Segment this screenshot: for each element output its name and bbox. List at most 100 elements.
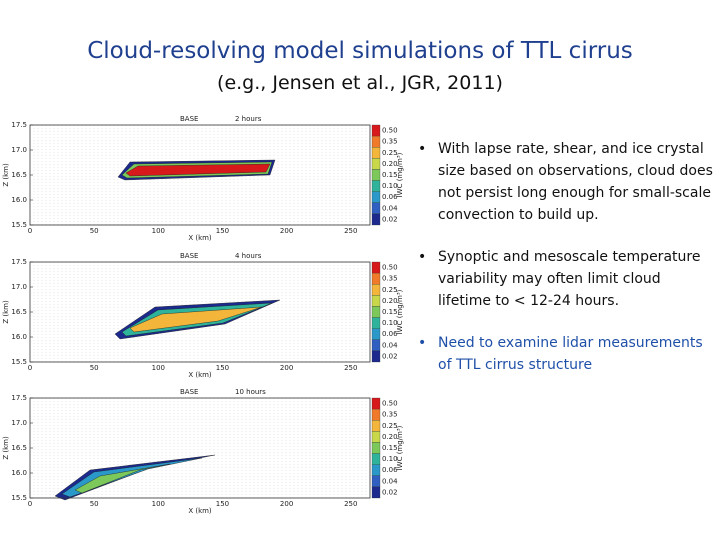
panel-label: BASE [180,252,198,260]
bullet: With lapse rate, shear, and ice crystal … [410,138,715,226]
y-tick-label: 15.5 [11,221,27,229]
colorbar-cell [371,306,381,318]
bullet: Need to examine lidar measurements of TT… [410,332,715,376]
y-axis-label: Z (km) [2,436,10,460]
colorbar-tick: 0.02 [382,215,398,223]
colorbar-cell [371,135,381,148]
x-axis-label: X (km) [188,234,212,242]
colorbar-label: IWC (mg/m³) [396,152,404,197]
cloud-contour [74,463,171,494]
colorbar-label: IWC (mg/m³) [396,425,404,470]
colorbar-cell [371,328,381,340]
colorbar-tick: 0.35 [382,275,398,283]
colorbar-tick: 0.04 [382,341,398,349]
x-tick-label: 250 [344,227,357,235]
colorbar-tick: 0.06 [382,330,398,338]
colorbar-cell [371,431,381,443]
colorbar-label: IWC (mg/m³) [396,289,404,334]
colorbar-tick: 0.20 [382,433,398,441]
colorbar-tick: 0.10 [382,319,398,327]
panel-label: BASE [180,115,198,123]
colorbar-cell [371,191,381,203]
colorbar-cell [371,295,381,307]
y-tick-label: 15.5 [11,358,27,366]
colorbar-cell [371,317,381,329]
colorbar-tick: 0.35 [382,138,398,146]
colorbar-tick: 0.15 [382,444,398,452]
colorbar-tick: 0.50 [382,400,398,408]
panel: BASE 4 hours 17.5 17.0 16.5 16.0 15.50 50 100 150… [2,252,404,379]
cloud-contour [129,306,263,333]
x-tick-label: 250 [344,500,357,508]
colorbar-cell [371,464,381,476]
x-tick-label: 0 [28,227,32,235]
x-tick-label: 100 [152,227,165,235]
colorbar-cell [371,272,381,285]
colorbar-cell [371,475,381,488]
colorbar-cell [371,486,381,499]
colorbar-tick: 0.06 [382,193,398,201]
colorbar-tick: 0.20 [382,297,398,305]
y-tick-label: 16.0 [11,333,27,341]
y-axis-label: Z (km) [2,300,10,324]
x-tick-label: 0 [28,500,32,508]
colorbar-tick: 0.02 [382,352,398,360]
colorbar-cell [371,408,381,421]
panel-label: BASE [180,388,198,396]
colorbar-cell [371,261,381,274]
colorbar-cell [371,180,381,192]
x-tick-label: 200 [280,364,293,372]
slide-title: Cloud-resolving model simulations of TTL… [87,38,633,64]
colorbar-cell [371,169,381,181]
y-tick-label: 16.5 [11,308,27,316]
x-tick-label: 50 [90,500,99,508]
x-tick-label: 0 [28,364,32,372]
panel: BASE 10 hours 17.5 17.0 16.5 16.0 15.50 50 100 15… [2,388,404,515]
panel-time: 10 hours [235,388,266,396]
panel-time: 2 hours [235,115,262,123]
colorbar-tick: 0.02 [382,488,398,496]
y-tick-label: 16.0 [11,196,27,204]
y-tick-label: 17.5 [11,258,27,266]
x-tick-label: 100 [152,500,165,508]
colorbar-cell [371,158,381,170]
colorbar-cell [371,442,381,454]
colorbar-cell [371,350,381,363]
y-tick-label: 17.0 [11,146,27,154]
colorbar-cell [371,213,381,226]
colorbar-tick: 0.15 [382,171,398,179]
y-tick-label: 17.5 [11,121,27,129]
colorbar-tick: 0.04 [382,204,398,212]
x-tick-label: 200 [280,500,293,508]
x-tick-label: 50 [90,364,99,372]
y-tick-label: 16.0 [11,469,27,477]
y-tick-label: 16.5 [11,444,27,452]
colorbar-cell [371,339,381,352]
colorbar-tick: 0.25 [382,149,398,157]
colorbar-cell [371,284,381,296]
x-tick-label: 150 [216,500,229,508]
x-tick-label: 250 [344,364,357,372]
bullet-list: With lapse rate, shear, and ice crystal … [410,138,715,396]
colorbar-tick: 0.10 [382,455,398,463]
x-tick-label: 150 [216,227,229,235]
x-tick-label: 200 [280,227,293,235]
y-tick-label: 17.0 [11,283,27,291]
y-tick-label: 17.5 [11,394,27,402]
colorbar-cell [371,124,381,137]
colorbar-tick: 0.06 [382,466,398,474]
colorbar-tick: 0.20 [382,160,398,168]
colorbar-cell [371,202,381,215]
y-tick-label: 15.5 [11,494,27,502]
x-axis-label: X (km) [188,371,212,379]
y-tick-label: 17.0 [11,419,27,427]
x-tick-label: 100 [152,364,165,372]
colorbar-cell [371,453,381,465]
colorbar-tick: 0.25 [382,286,398,294]
colorbar-tick: 0.35 [382,411,398,419]
x-axis-label: X (km) [188,507,212,515]
x-tick-label: 150 [216,364,229,372]
colorbar-tick: 0.25 [382,422,398,430]
